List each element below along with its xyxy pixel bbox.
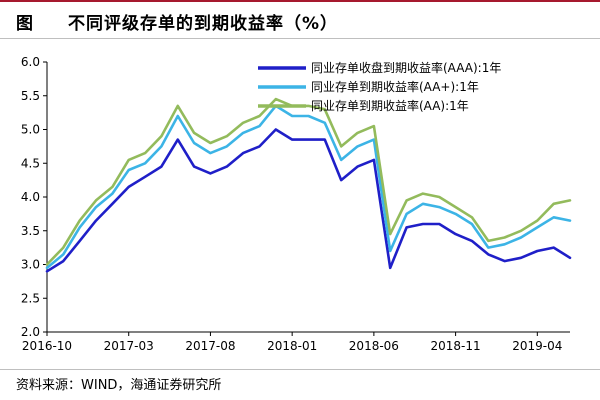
y-tick-label: 4.5 [21, 156, 40, 170]
chart-header: 图 不同评级存单的到期收益率（%） [0, 2, 600, 38]
x-tick-label: 2019-04 [512, 339, 562, 353]
legend: 同业存单收盘到期收益率(AAA):1年同业存单到期收益率(AA+):1年同业存单… [258, 60, 501, 113]
x-tick-label: 2016-10 [22, 339, 72, 353]
y-tick-label: 3.0 [21, 258, 40, 272]
header-top-rule [0, 0, 600, 2]
series-line-1 [45, 128, 572, 273]
x-tick-label: 2017-03 [104, 339, 154, 353]
x-tick-label: 2017-08 [185, 339, 235, 353]
y-tick-label: 6.0 [21, 55, 40, 69]
footer-divider [0, 369, 600, 370]
y-axis: 2.0 2.5 3.0 3.5 4.0 4.5 5.0 5.5 6.0 [21, 55, 48, 339]
x-tick-label: 2018-01 [267, 339, 317, 353]
y-tick-label: 3.5 [21, 224, 40, 238]
line-chart: 2.0 2.5 3.0 3.5 4.0 4.5 5.0 5.5 6.0 2016-10 2017-… [21, 55, 572, 353]
y-tick-label: 5.5 [21, 89, 40, 103]
source-note: 资料来源：WIND，海通证券研究所 [16, 378, 222, 393]
y-tick-label: 5.0 [21, 123, 40, 137]
legend-label-2: 同业存单到期收益率(AA+):1年 [311, 79, 479, 94]
series-line-3 [45, 97, 572, 266]
y-tick-label: 2.0 [21, 325, 40, 339]
series-line-2 [45, 104, 572, 270]
figure-label: 图 [16, 14, 33, 34]
header-divider [0, 38, 600, 39]
x-tick-label: 2018-11 [431, 339, 481, 353]
legend-label-3: 同业存单到期收益率(AA):1年 [311, 98, 469, 113]
y-tick-label: 4.0 [21, 190, 40, 204]
legend-label-1: 同业存单收盘到期收益率(AAA):1年 [311, 60, 501, 75]
x-axis: 2016-10 2017-03 2017-08 2018-01 2018-06 2018-… [22, 331, 570, 353]
series-lines [45, 97, 572, 273]
y-tick-label: 2.5 [21, 291, 40, 305]
x-tick-label: 2018-06 [349, 339, 399, 353]
chart-title: 不同评级存单的到期收益率（%） [68, 14, 339, 34]
